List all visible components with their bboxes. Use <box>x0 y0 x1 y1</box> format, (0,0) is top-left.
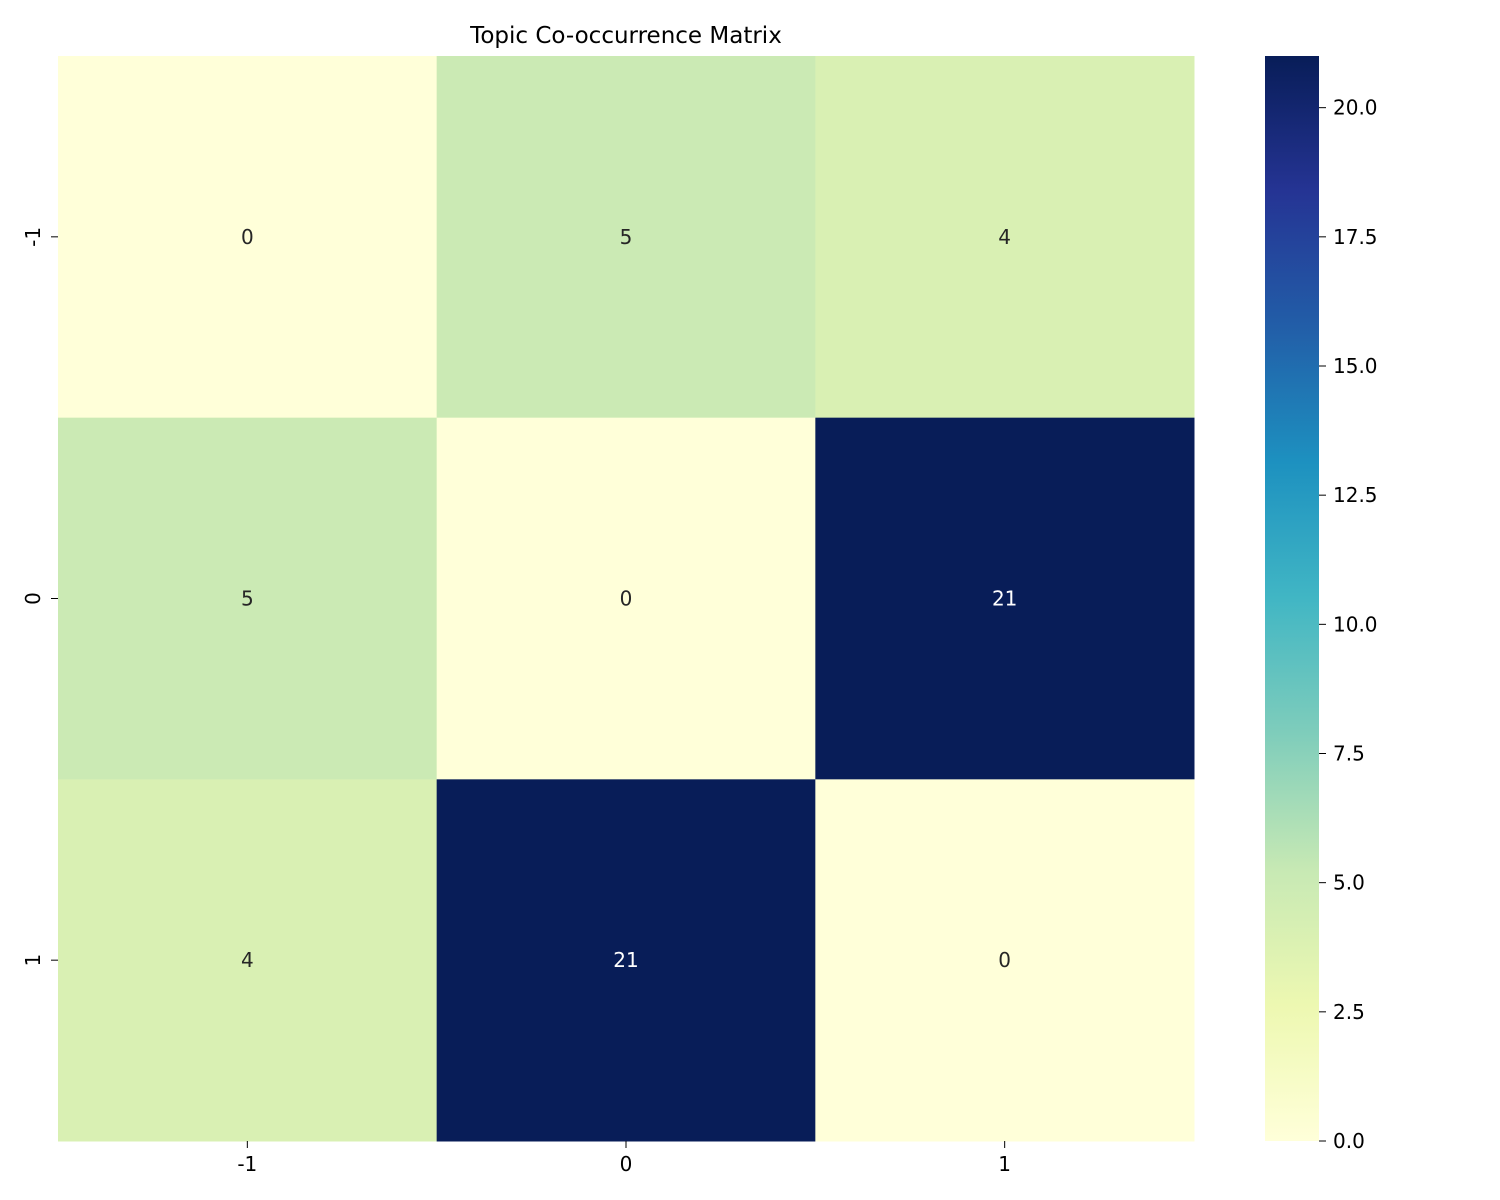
heatmap-cell <box>436 56 816 419</box>
heatmap-cell <box>58 417 438 780</box>
cell-value-label: 4 <box>241 948 254 972</box>
colorbar-tick-label: 15.0 <box>1333 354 1378 378</box>
cell-value-label: 5 <box>241 587 254 611</box>
colorbar-tick-label: 20.0 <box>1333 96 1378 120</box>
cell-value-label: 5 <box>620 225 633 249</box>
heatmap-cell <box>58 56 438 419</box>
x-tick-label: 0 <box>620 1152 633 1176</box>
cell-value-label: 21 <box>613 948 638 972</box>
x-tick-label: 1 <box>998 1152 1011 1176</box>
cell-value-label: 0 <box>620 587 633 611</box>
heatmap-cell <box>436 417 816 780</box>
colorbar-gradient <box>1265 56 1319 1141</box>
colorbar-tick-label: 10.0 <box>1333 612 1378 636</box>
cell-value-label: 4 <box>998 225 1011 249</box>
heatmap-cell <box>815 417 1195 780</box>
cell-value-label: 21 <box>992 587 1017 611</box>
y-axis: -1 0 1 <box>21 227 58 967</box>
colorbar-tick-label: 0.0 <box>1333 1129 1365 1153</box>
y-tick-label: 0 <box>21 592 45 605</box>
y-tick-label: -1 <box>21 227 45 247</box>
colorbar: 0.0 2.5 5.0 7.5 10.0 12.5 15.0 17.5 20.0 <box>1265 56 1378 1153</box>
y-tick-label: 1 <box>21 954 45 967</box>
chart-title: Topic Co-occurrence Matrix <box>469 23 782 49</box>
colorbar-tick-label: 7.5 <box>1333 742 1365 766</box>
colorbar-tick-label: 5.0 <box>1333 871 1365 895</box>
heatmap-cell <box>815 56 1195 419</box>
colorbar-tick-label: 17.5 <box>1333 225 1378 249</box>
cell-value-label: 0 <box>241 225 254 249</box>
colorbar-tick-label: 12.5 <box>1333 483 1378 507</box>
heatmap-cells: 0 5 4 5 0 21 4 21 0 <box>58 56 1195 1142</box>
heatmap-cell <box>58 779 438 1142</box>
cell-value-label: 0 <box>998 948 1011 972</box>
heatmap-cell <box>436 779 816 1142</box>
colorbar-tick-label: 2.5 <box>1333 1000 1365 1024</box>
heatmap-cell <box>815 779 1195 1142</box>
x-tick-label: -1 <box>237 1152 257 1176</box>
x-axis: -1 0 1 <box>237 1141 1011 1176</box>
